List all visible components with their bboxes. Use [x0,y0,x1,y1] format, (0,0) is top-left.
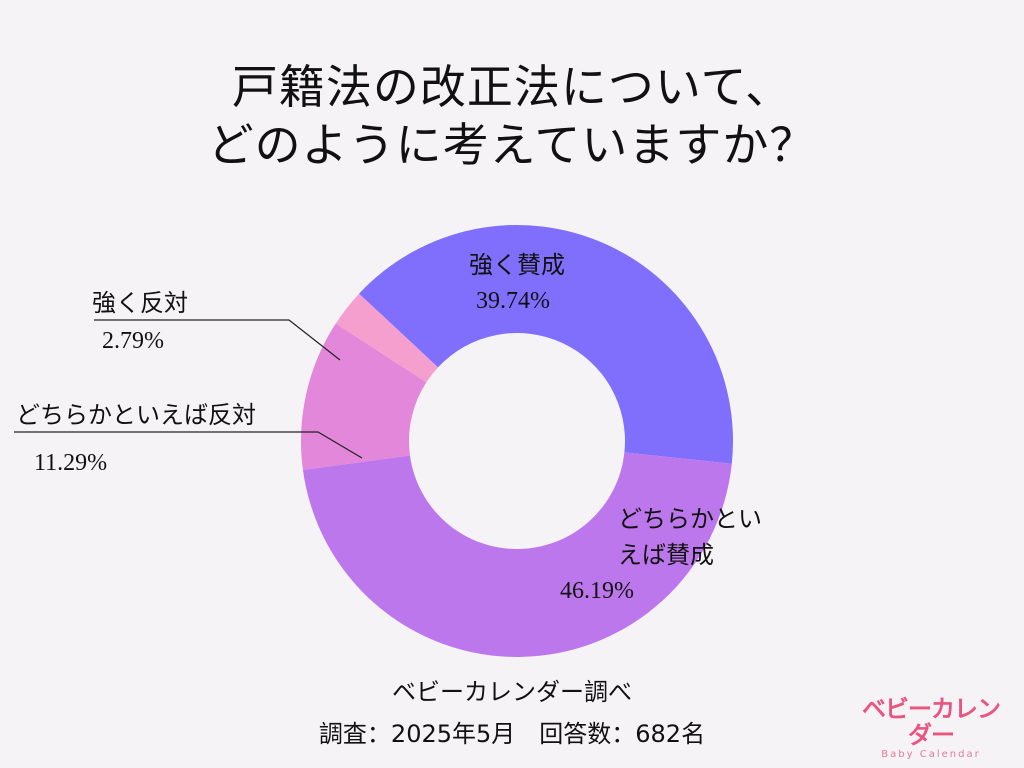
donut-slices [301,225,733,657]
label-agree-line2: えば賛成 [618,541,714,569]
slice-disagree [301,323,427,470]
slice-strong-agree [359,225,733,464]
logo-text-en: Baby Calendar [881,749,981,760]
logo-text-ja: ベビーカレンダー [862,695,1001,749]
label-agree-line1: どちらかとい [618,505,762,533]
value-disagree: 11.29% [34,450,108,476]
value-strong-agree: 39.74% [476,288,550,314]
chart-title-line1: 戸籍法の改正法について、 [231,60,793,114]
survey-info: 調査：2025年5月 回答数：682名 [318,720,706,748]
slice-strong-disagree [335,293,439,383]
chart-title-line2: どのように考えていますか？ [207,118,817,172]
leader-line-disagree [14,431,363,459]
slice-agree [302,452,732,657]
label-strong-agree: 強く賛成 [469,251,565,279]
value-strong-disagree: 2.79% [102,328,164,354]
label-disagree: どちらかといえば反対 [16,401,256,429]
leader-line-strong-disagree [94,319,341,361]
chart-title: 戸籍法の改正法について、 どのように考えていますか？ [0,58,1024,174]
value-agree: 46.19% [560,578,634,604]
label-strong-disagree: 強く反対 [92,289,188,317]
source-note: ベビーカレンダー調べ [392,678,632,706]
brand-logo: ベビーカレンダー Baby Calendar [856,696,1006,762]
